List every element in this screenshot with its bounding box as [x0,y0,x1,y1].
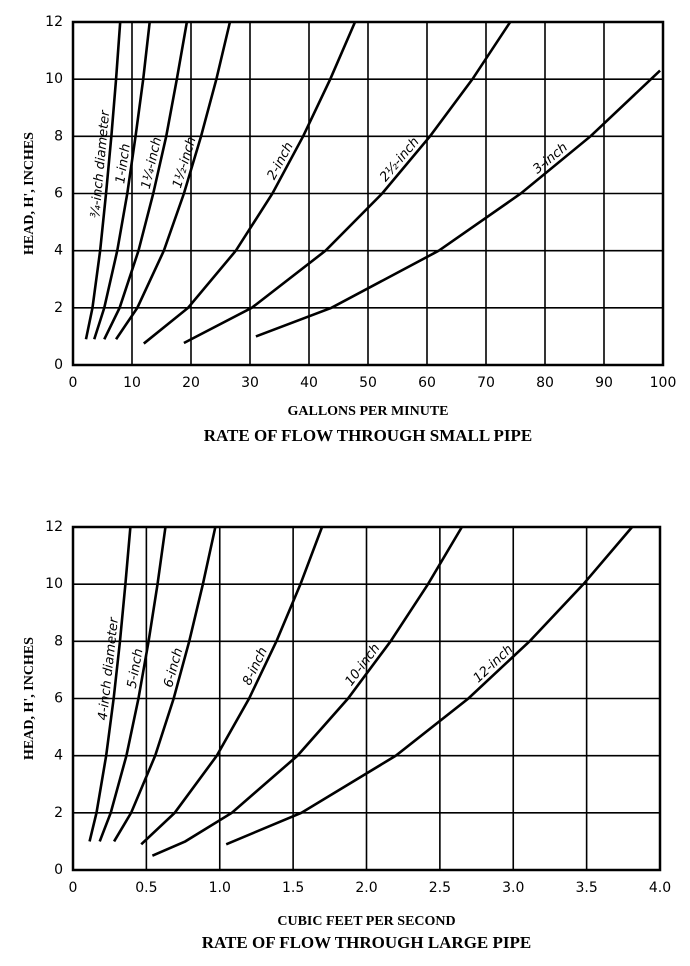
curve [114,21,232,341]
x-tick-label: 40 [300,375,318,391]
y-tick-label: 10 [45,71,63,87]
x-tick-label: 1.0 [209,880,231,896]
curve [98,526,167,842]
x-tick-label: 60 [418,375,436,391]
y-tick-label: 2 [54,805,63,821]
curve-label: 2-inch [265,140,297,183]
x-tick-label: 90 [595,375,613,391]
y-tick-label: 12 [45,14,63,30]
curve-label: 2½-inch [377,135,422,185]
curve [255,69,661,338]
x-axis-label: GALLONS PER MINUTE [287,404,448,419]
x-tick-label: 10 [123,375,141,391]
x-tick-label: 30 [241,375,259,391]
x-tick-label: 3.5 [575,880,597,896]
curve [84,21,122,340]
curve [225,526,634,846]
curve [142,21,357,345]
curve [151,526,464,857]
y-tick-label: 2 [54,300,63,316]
curve-label: 10-inch [342,641,383,689]
y-tick-label: 4 [54,748,63,764]
x-tick-label: 80 [536,375,554,391]
y-tick-label: 0 [54,357,63,373]
plot-frame [71,20,665,367]
y-axis-label: HEAD, H', INCHES [22,637,37,760]
curve [103,21,189,340]
curve-label: 5-inch [125,647,147,689]
x-tick-label: 3.0 [502,880,524,896]
y-tick-label: 0 [54,862,63,878]
y-tick-label: 10 [45,576,63,592]
curve [88,526,132,842]
y-tick-label: 12 [45,519,63,535]
curve [112,526,217,843]
x-tick-label: 2.0 [355,880,377,896]
curve-label: 8-inch [240,645,271,688]
y-tick-label: 8 [54,128,63,144]
curve [140,526,324,846]
curve [183,21,512,345]
y-tick-label: 8 [54,633,63,649]
x-tick-label: 0 [69,880,78,896]
x-tick-label: 20 [182,375,200,391]
curve [93,21,151,340]
curve-label: 1½-inch [170,135,200,190]
plot-frame [71,525,662,872]
y-tick-label: 6 [54,691,63,707]
curve-label: 12-inch [471,642,517,686]
x-tick-label: 70 [477,375,495,391]
x-tick-label: 50 [359,375,377,391]
x-tick-label: 0 [69,375,78,391]
x-tick-label: 2.5 [429,880,451,896]
curve-label: 1-inch [113,143,134,185]
x-tick-label: 100 [650,375,677,391]
chart-title: RATE OF FLOW THROUGH LARGE PIPE [202,933,532,952]
x-tick-label: 0.5 [135,880,157,896]
x-axis-label: CUBIC FEET PER SECOND [277,914,455,929]
y-tick-label: 6 [54,186,63,202]
y-axis-label: HEAD, H', INCHES [22,132,37,255]
chart-title: RATE OF FLOW THROUGH SMALL PIPE [204,426,533,445]
x-tick-label: 4.0 [649,880,671,896]
y-tick-label: 4 [54,243,63,259]
x-tick-label: 1.5 [282,880,304,896]
